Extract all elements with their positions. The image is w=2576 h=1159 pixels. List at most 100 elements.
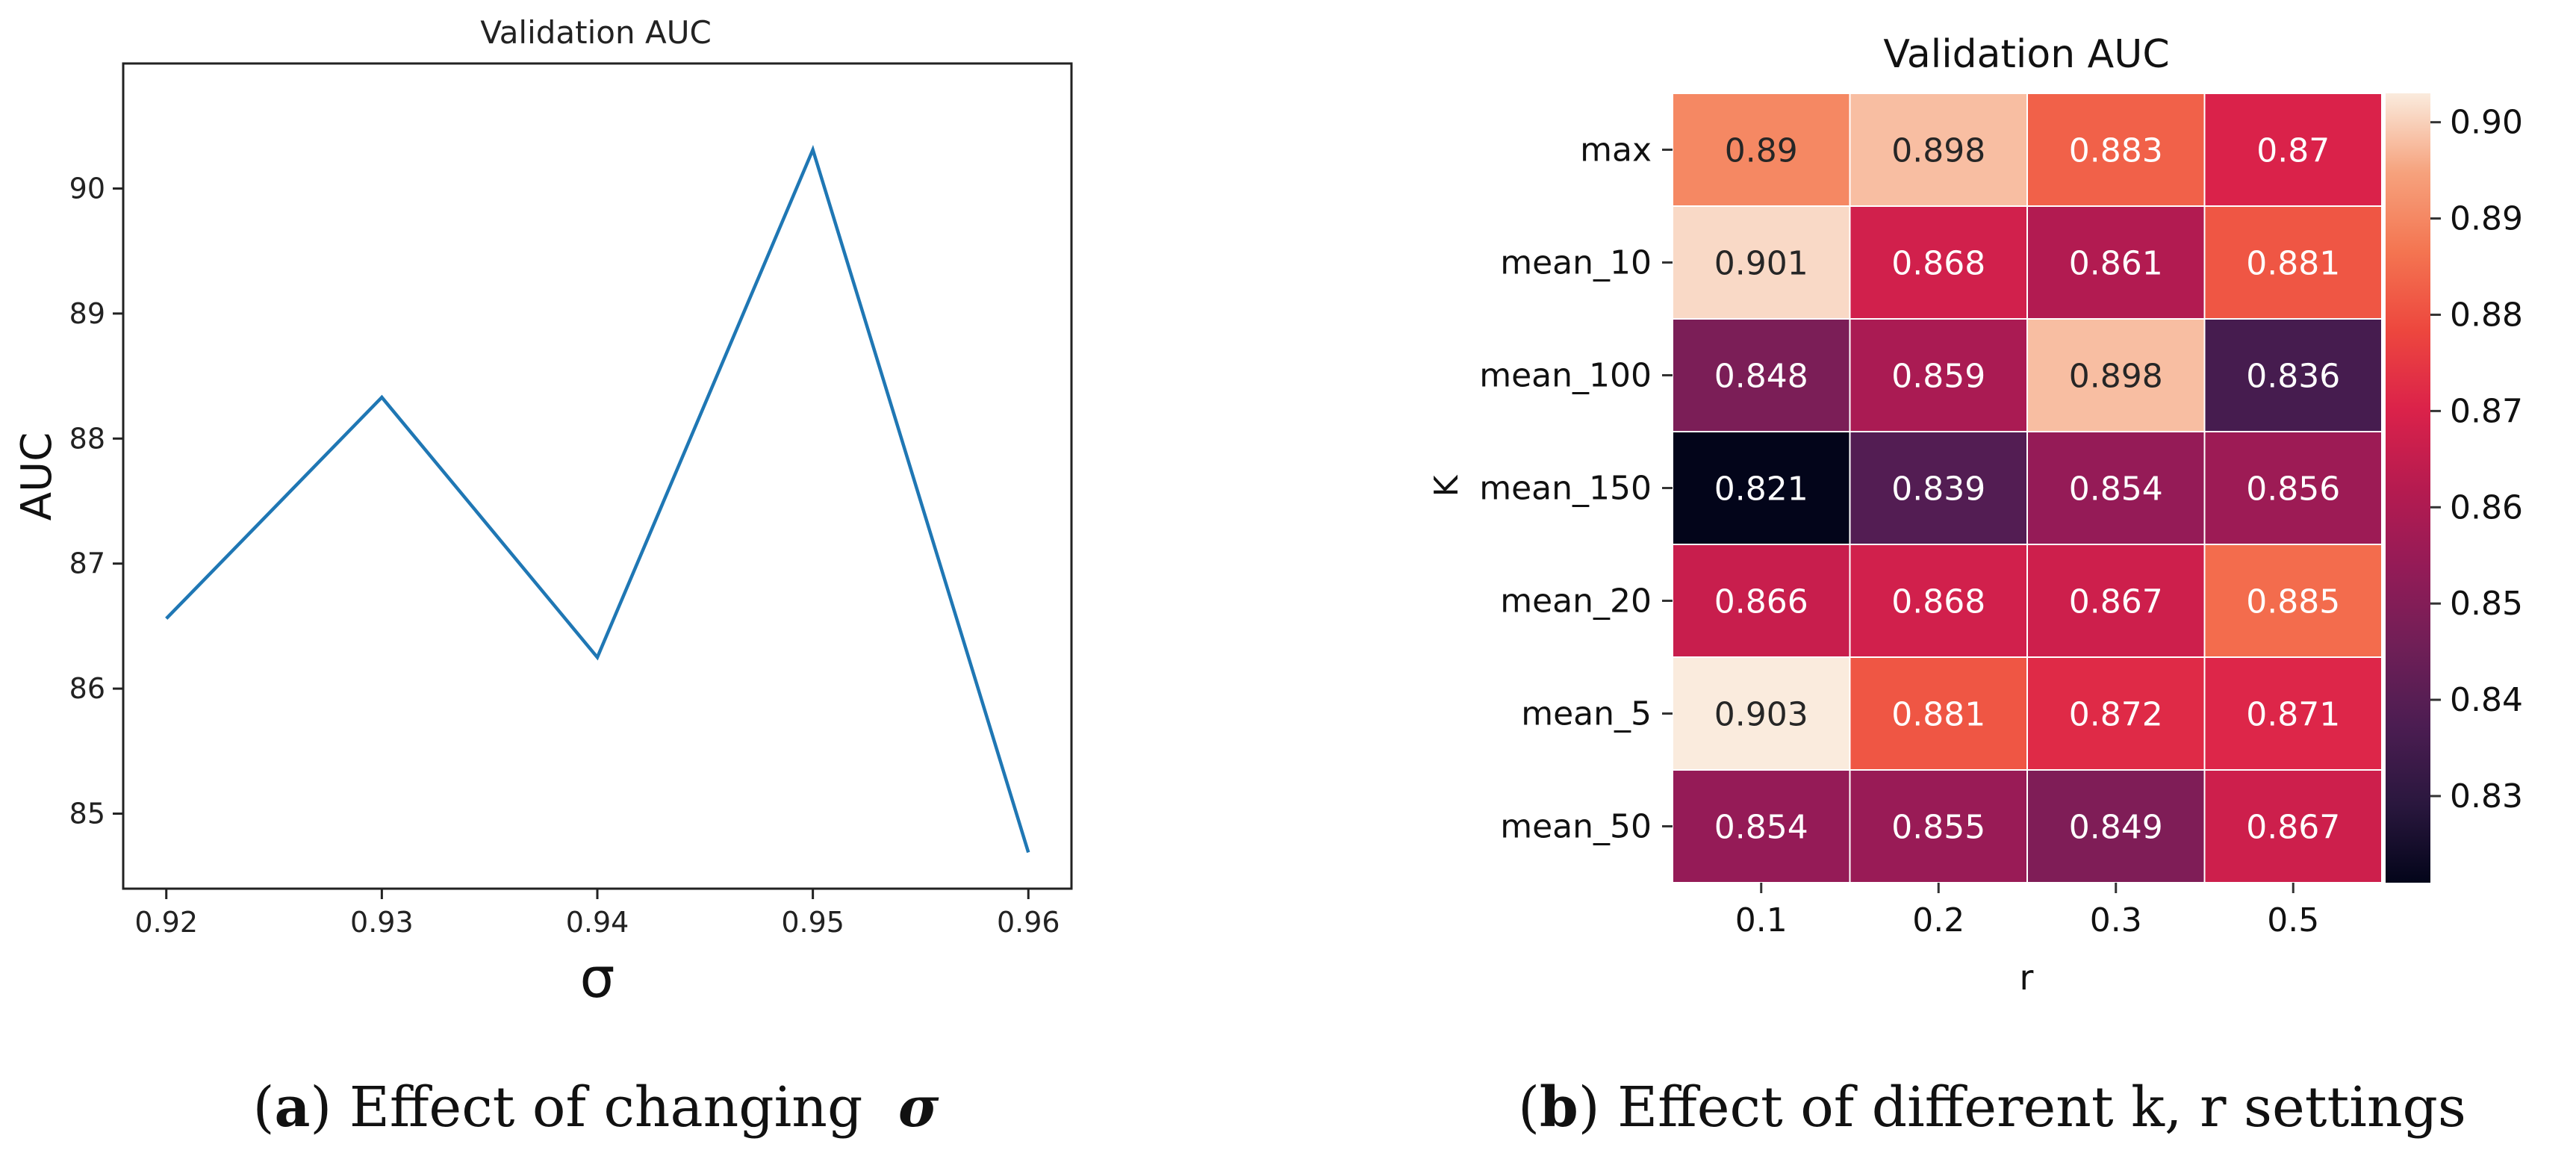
heatmap-cell [1849, 205, 2028, 320]
heatmap-cell [2203, 431, 2383, 545]
colorbar-tick-label: 0.86 [2450, 488, 2523, 526]
heatmap-cell [2026, 544, 2206, 658]
colorbar-tick-label: 0.90 [2450, 104, 2523, 142]
line-y-tick-label: 89 [69, 297, 105, 330]
heatmap-cell-label: 0.849 [2069, 809, 2163, 847]
heatmap-cell [1672, 93, 1851, 207]
heatmap-cell-label: 0.868 [1891, 583, 1985, 621]
line-x-tick-label: 0.94 [566, 906, 629, 939]
caption-a-gap [862, 1075, 880, 1140]
heatmap-cell-label: 0.898 [2069, 358, 2163, 396]
heatmap-row-label: max [1580, 131, 1652, 170]
colorbar-tick-label: 0.89 [2450, 200, 2523, 238]
heatmap-cell [1849, 93, 2028, 207]
line-chart-panel: Validation AUC 85 86 87 88 89 90 0.92 0.93 0.94… [13, 14, 1073, 1010]
heatmap-cell [2203, 769, 2383, 883]
heatmap-cell [2203, 205, 2383, 320]
heatmap-cell-label: 0.854 [2069, 470, 2163, 509]
line-chart-title: Validation AUC [480, 14, 712, 51]
colorbar-tick-label: 0.87 [2450, 392, 2523, 430]
heatmap-cell-label: 0.868 [1891, 245, 1985, 283]
heatmap-row-label: mean_150 [1479, 470, 1652, 508]
heatmap-cell-label: 0.855 [1891, 809, 1985, 847]
heatmap-cell-label: 0.861 [2069, 245, 2163, 283]
heatmap-column-label: 0.3 [2090, 901, 2142, 939]
heatmap-cell-label: 0.854 [1714, 809, 1808, 847]
line-x-tick-label: 0.93 [350, 906, 414, 939]
heatmap-cell [2203, 318, 2383, 432]
heatmap-cell [1849, 318, 2028, 432]
heatmap-cell-label: 0.821 [1714, 470, 1808, 509]
heatmap-cell [2026, 656, 2206, 771]
heatmap-cell-label: 0.881 [2246, 245, 2340, 283]
heatmap-row-label: mean_100 [1479, 357, 1652, 395]
heatmap-cell [2026, 205, 2206, 320]
heatmap-cell [1849, 431, 2028, 545]
line-plot-frame [122, 62, 1073, 890]
heatmap-cell [1672, 656, 1851, 771]
line-y-ticks: 85 86 87 88 89 90 [69, 172, 123, 830]
heatmap-cell-label: 0.89 [1725, 132, 1798, 170]
line-x-tick-label: 0.95 [781, 906, 844, 939]
heatmap-cell-label: 0.872 [2069, 696, 2163, 734]
caption-a: (a) Effect of changing σ [253, 1075, 939, 1140]
colorbar-tick-label: 0.85 [2450, 585, 2523, 623]
caption-a-open-paren: ( [253, 1075, 275, 1140]
caption-b-close-paren: ) [1578, 1075, 1617, 1140]
line-y-tick-label: 88 [69, 422, 105, 455]
line-x-tick-label: 0.96 [997, 906, 1060, 939]
line-y-tick-label: 86 [69, 672, 105, 705]
heatmap-cells: 0.89 0.898 0.883 0.87 0.901 0.868 0.861 0.881 0.… [1672, 93, 2383, 883]
caption-a-text: Effect of changing [349, 1075, 863, 1140]
heatmap-cell-label: 0.866 [1714, 583, 1808, 621]
auc-line-series [165, 144, 1030, 854]
colorbar-ticks: 0.83 0.84 0.85 0.86 0.87 0.88 0.89 0.90 [2430, 104, 2523, 815]
heatmap-title: Validation AUC [1883, 32, 2169, 77]
caption-b-label: b [1540, 1075, 1578, 1140]
heatmap-column-label: 0.2 [1912, 901, 1964, 939]
heatmap-cell [2203, 93, 2383, 207]
heatmap-cell [1849, 544, 2028, 658]
heatmap-cell [2026, 93, 2206, 207]
colorbar-tick-label: 0.84 [2450, 681, 2523, 719]
heatmap-cell-label: 0.836 [2246, 358, 2340, 396]
line-x-tick-label: 0.92 [134, 906, 198, 939]
heatmap-row-label: mean_20 [1500, 582, 1652, 621]
line-y-tick-label: 85 [69, 798, 105, 830]
heatmap-cell-label: 0.867 [2069, 583, 2163, 621]
heatmap-cell-label: 0.885 [2246, 583, 2340, 621]
caption-b: (b) Effect of different k, r settings [1518, 1075, 2466, 1140]
caption-b-open-paren: ( [1518, 1075, 1540, 1140]
heatmap-colorbar [2386, 93, 2430, 883]
heatmap-cell [1672, 431, 1851, 545]
line-y-axis-label: AUC [13, 432, 61, 521]
heatmap-row-labels: max mean_10 mean_100 mean_150 mean_20 mean_5m… [1479, 131, 1673, 846]
heatmap-cell-label: 0.883 [2069, 132, 2163, 170]
heatmap-cell [2203, 656, 2383, 771]
heatmap-cell-label: 0.839 [1891, 470, 1985, 509]
heatmap-x-axis-label: r [2020, 957, 2034, 998]
heatmap-cell-label: 0.848 [1714, 358, 1808, 396]
colorbar-tick-label: 0.83 [2450, 777, 2523, 815]
line-y-tick-label: 87 [69, 547, 105, 580]
line-x-axis-label: σ [580, 946, 615, 1010]
heatmap-cell-label: 0.856 [2246, 470, 2340, 509]
heatmap-cell [1672, 205, 1851, 320]
heatmap-cell [2203, 544, 2383, 658]
heatmap-y-axis-label: K [1428, 474, 1466, 497]
heatmap-cell [1672, 318, 1851, 432]
heatmap-cell [2026, 318, 2206, 432]
caption-a-label: a [274, 1075, 310, 1140]
caption-a-sigma: σ [898, 1075, 939, 1140]
heatmap-cell [2026, 769, 2206, 883]
heatmap-cell [2026, 431, 2206, 545]
heatmap-row-label: mean_5 [1521, 695, 1652, 733]
colorbar-tick-label: 0.88 [2450, 296, 2523, 334]
heatmap-cell-label: 0.871 [2246, 696, 2340, 734]
heatmap-cell-label: 0.903 [1714, 696, 1808, 734]
line-x-ticks: 0.92 0.93 0.94 0.95 0.96 [134, 889, 1060, 939]
heatmap-column-label: 0.5 [2267, 901, 2319, 939]
heatmap-cell-label: 0.898 [1891, 132, 1985, 170]
heatmap-cell [1849, 656, 2028, 771]
